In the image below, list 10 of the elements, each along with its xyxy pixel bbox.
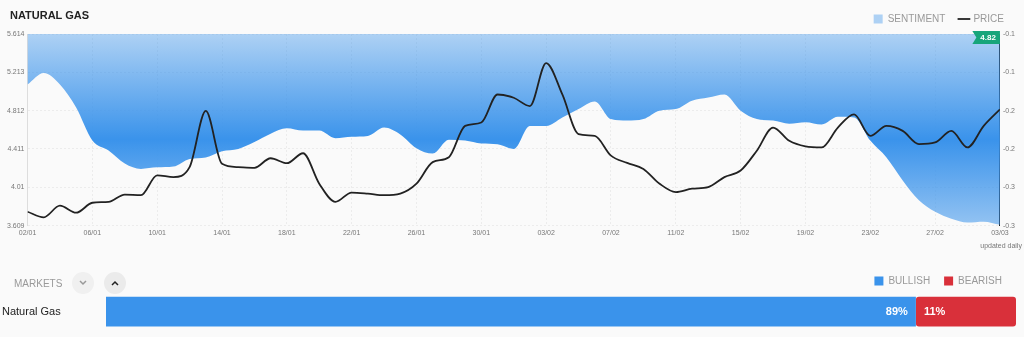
chart-title: NATURAL GAS [10,9,90,21]
annotation: 4.82 [980,33,997,43]
chart-title: MARKETS [14,277,63,289]
data-label: 89% [885,304,909,317]
legend-label: SENTIMENT [887,12,946,24]
legend-label: PRICE [973,12,1005,24]
y-tick-label: Natural Gas [2,304,62,317]
data-label: 11% [923,304,946,317]
legend-label: BEARISH [958,274,1002,286]
legend-label: BULLISH [888,274,931,286]
